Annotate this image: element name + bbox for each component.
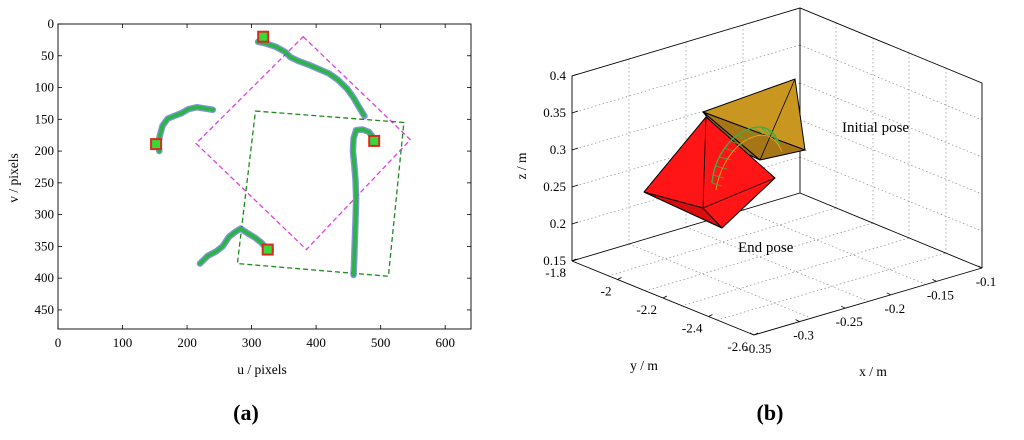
y3d-tick-label: -1.8 [545, 265, 566, 280]
x3d-tick-mark [749, 332, 755, 336]
y3d-tick-label: -2.4 [682, 321, 703, 336]
y-tick-label: 200 [35, 143, 55, 158]
y-tick-label: 450 [35, 302, 55, 317]
roi-quadrilateral-0 [195, 35, 412, 251]
x3d-tick-label: -0.2 [885, 301, 906, 316]
x3d-tick-label: -0.15 [927, 287, 954, 302]
roi-quadrilateral-1 [236, 110, 405, 277]
z-tick-label: 0.35 [543, 105, 566, 120]
z-tick-label: 0.2 [550, 216, 566, 231]
panel-b-label-close: ) [776, 400, 783, 425]
z-tick-label: 0.3 [550, 142, 566, 157]
y3d-tick-mark [571, 258, 577, 262]
z-tick-mark [571, 73, 579, 77]
panel-a-y-axis-label: v / pixels [6, 153, 21, 203]
end-pose-label: End pose [738, 240, 794, 256]
panel-a-label: (a) [233, 400, 259, 425]
panel-b-z-axis-label: z / m [514, 152, 529, 179]
y-tick-label: 300 [35, 207, 55, 222]
x-tick-label: 500 [371, 335, 391, 350]
trajectory-hatch [711, 126, 783, 191]
x-tick-label: 100 [113, 335, 133, 350]
y3d-tick-mark [617, 277, 622, 280]
panel-b-axes-box [571, 7, 983, 336]
x3d-tick-mark [886, 292, 891, 296]
panel-a-x-axis-label: u / pixels [237, 362, 287, 377]
x3d-tick-label: -0.1 [976, 274, 997, 289]
panel-a-label-close: ) [252, 400, 259, 425]
panel-b-label-letter: b [764, 400, 776, 425]
y-tick-label: 100 [35, 80, 55, 95]
panel-b-label-open: ( [757, 400, 764, 425]
panel-b-x-axis-label: x / m [859, 364, 887, 379]
x3d-tick-label: -0.35 [744, 341, 771, 356]
initial-pose-shape [701, 78, 807, 161]
y-tick-label: 400 [35, 270, 55, 285]
y3d-tick-mark [662, 295, 668, 299]
feature-track-0 [256, 39, 367, 119]
z-tick-mark [571, 184, 579, 188]
x3d-tick-label: -0.3 [793, 328, 814, 343]
panel-a-label-open: ( [233, 400, 240, 425]
y3d-tick-label: -2.6 [727, 339, 748, 354]
feature-point-marker-2 [368, 134, 381, 147]
z-tick-mark [571, 147, 579, 151]
z-tick-label: 0.25 [543, 179, 566, 194]
y-tick-label: 0 [48, 16, 55, 31]
y-tick-label: 350 [35, 238, 55, 253]
y-tick-label: 250 [35, 175, 55, 190]
x3d-tick-mark [795, 319, 800, 322]
feature-track-3 [197, 226, 273, 266]
feature-point-marker-3 [261, 243, 274, 256]
panel-b-3d-plot: Initial pose End pose 0.15 0.2 0.25 0.3 0.35… [514, 7, 997, 425]
x3d-tick-mark [841, 305, 846, 309]
panel-a-image-plot: 0 100 200 300 400 500 600 0 50 100 150 200 250 300 35… [6, 16, 472, 425]
panel-b-y-axis-label: y / m [630, 358, 658, 373]
x3d-tick-mark [932, 279, 937, 282]
end-pose-shape [643, 116, 776, 229]
x-tick-label: 200 [177, 335, 197, 350]
x-tick-label: 300 [242, 335, 262, 350]
z-tick-mark [571, 110, 579, 114]
y-tick-label: 50 [41, 48, 54, 63]
y-tick-label: 150 [35, 111, 55, 126]
z-tick-mark [571, 221, 579, 225]
y3d-tick-label: -2 [601, 284, 612, 299]
y3d-tick-mark [753, 332, 759, 336]
y3d-tick-label: -2.2 [636, 302, 657, 317]
y3d-tick-mark [708, 314, 713, 317]
feature-point-marker-0 [257, 30, 270, 43]
x-tick-label: 0 [55, 335, 62, 350]
panel-b-grid [571, 7, 983, 321]
panel-a-axes-box [57, 23, 472, 330]
initial-pose-label: Initial pose [842, 120, 909, 136]
feature-point-marker-1 [150, 138, 163, 151]
x-tick-label: 600 [435, 335, 455, 350]
x-tick-label: 400 [306, 335, 326, 350]
x3d-tick-mark [977, 265, 983, 269]
panel-b-label: (b) [757, 400, 784, 425]
z-tick-label: 0.4 [550, 68, 567, 83]
feature-track-2 [350, 127, 375, 277]
panel-a-label-letter: a [241, 400, 252, 425]
z-tick-label: 0.15 [543, 253, 566, 268]
x3d-tick-label: -0.25 [836, 314, 863, 329]
